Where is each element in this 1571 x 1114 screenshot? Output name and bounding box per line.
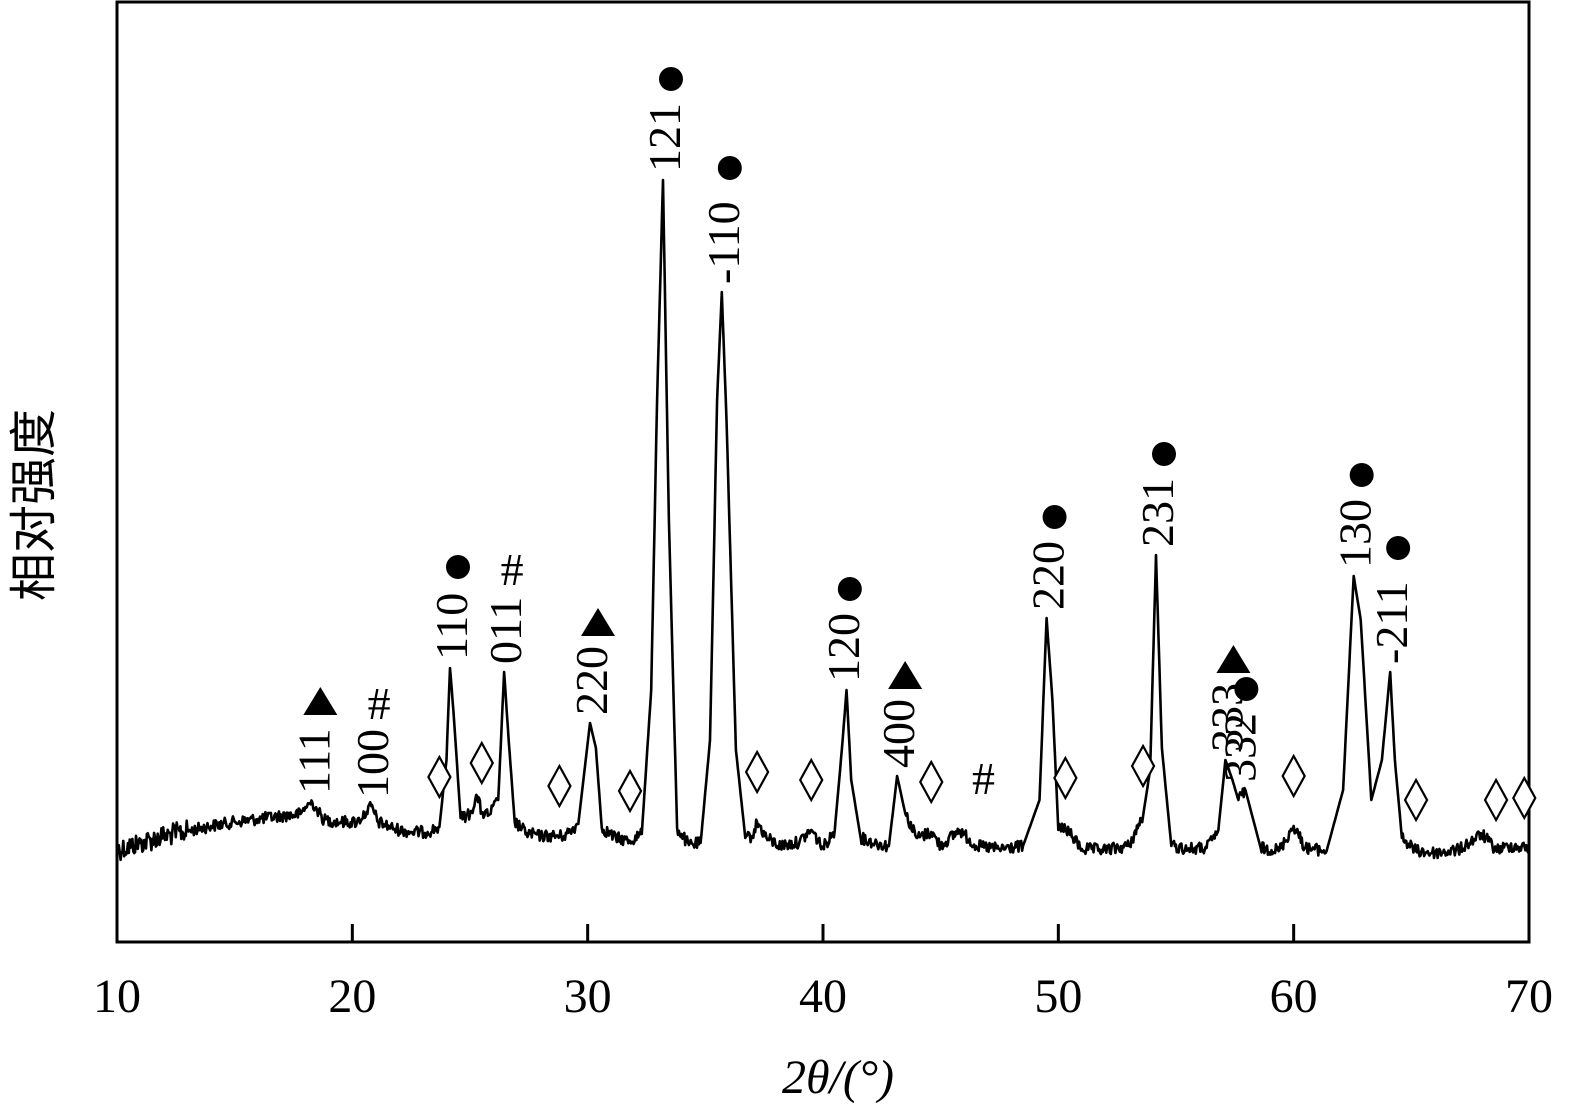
peak-marker-11	[1216, 645, 1251, 673]
peak-marker-5	[658, 67, 683, 91]
peak-label-6: -110	[698, 201, 749, 284]
peak-label-14: -211	[1366, 581, 1417, 664]
x-tick-label-5: 60	[1270, 970, 1318, 1023]
phase-marker-6	[918, 759, 944, 805]
peak-label-7: 120	[818, 613, 869, 682]
x-tick-label-4: 50	[1034, 970, 1082, 1023]
series-line	[115, 178, 1531, 862]
x-axis-ticks	[115, 924, 1531, 942]
phase-marker-1	[469, 740, 495, 786]
peak-marker-10	[1151, 442, 1176, 466]
peak-marker-7	[837, 577, 862, 601]
phase-marker-0	[427, 754, 452, 800]
peak-label-12: 332	[1214, 713, 1265, 782]
x-axis-tick-labels: 10 20 30 40 50 60 70	[93, 970, 1553, 1023]
x-tick-label-1: 20	[328, 970, 376, 1023]
phase-marker-10	[1281, 753, 1306, 799]
peak-marker-14	[1386, 536, 1411, 560]
peak-label-2: 110	[426, 593, 477, 660]
x-axis-label: 2θ/(°)	[782, 1051, 894, 1104]
y-axis-label: 相对强度	[8, 409, 61, 601]
phase-markers: #	[427, 740, 1537, 823]
peak-marker-2	[445, 555, 470, 579]
peak-label-8: 400	[873, 699, 924, 768]
phase-marker-13	[1512, 775, 1537, 821]
phase-marker-4	[744, 749, 770, 795]
phase-marker-7: #	[972, 753, 995, 804]
peak-marker-13	[1349, 463, 1374, 487]
x-tick-label-0: 10	[93, 970, 141, 1023]
peak-marker-9	[1042, 505, 1067, 529]
phase-marker-12	[1483, 777, 1509, 823]
peak-label-13: 130	[1330, 499, 1381, 568]
peak-label-1: 100	[347, 729, 398, 798]
peak-marker-6	[717, 156, 742, 180]
peak-label-10: 231	[1132, 478, 1183, 547]
x-tick-label-2: 30	[564, 970, 612, 1023]
plot-frame	[115, 0, 1531, 944]
phase-marker-5	[798, 757, 824, 803]
x-tick-label-3: 40	[799, 970, 847, 1023]
peak-label-4: 220	[566, 646, 617, 715]
phase-marker-11	[1403, 777, 1429, 823]
peak-label-5: 121	[639, 103, 690, 172]
peak-label-0: 111	[288, 728, 339, 794]
peak-marker-4	[581, 608, 616, 636]
peak-marker-8	[888, 661, 923, 689]
peak-marker-3: #	[501, 544, 524, 595]
peak-marker-1: #	[368, 678, 391, 729]
phase-marker-2	[547, 763, 572, 809]
phase-marker-3	[617, 768, 643, 814]
peak-label-9: 220	[1023, 541, 1074, 610]
phase-marker-9	[1130, 743, 1156, 789]
x-tick-label-6: 70	[1505, 970, 1553, 1023]
phase-marker-8	[1053, 755, 1078, 801]
peak-annotations: 111 100#110 011#220121-1101204002202313333…	[288, 67, 1417, 798]
peak-label-3: 011	[480, 597, 531, 664]
peak-marker-0	[303, 687, 338, 715]
peak-marker-12	[1234, 677, 1259, 701]
